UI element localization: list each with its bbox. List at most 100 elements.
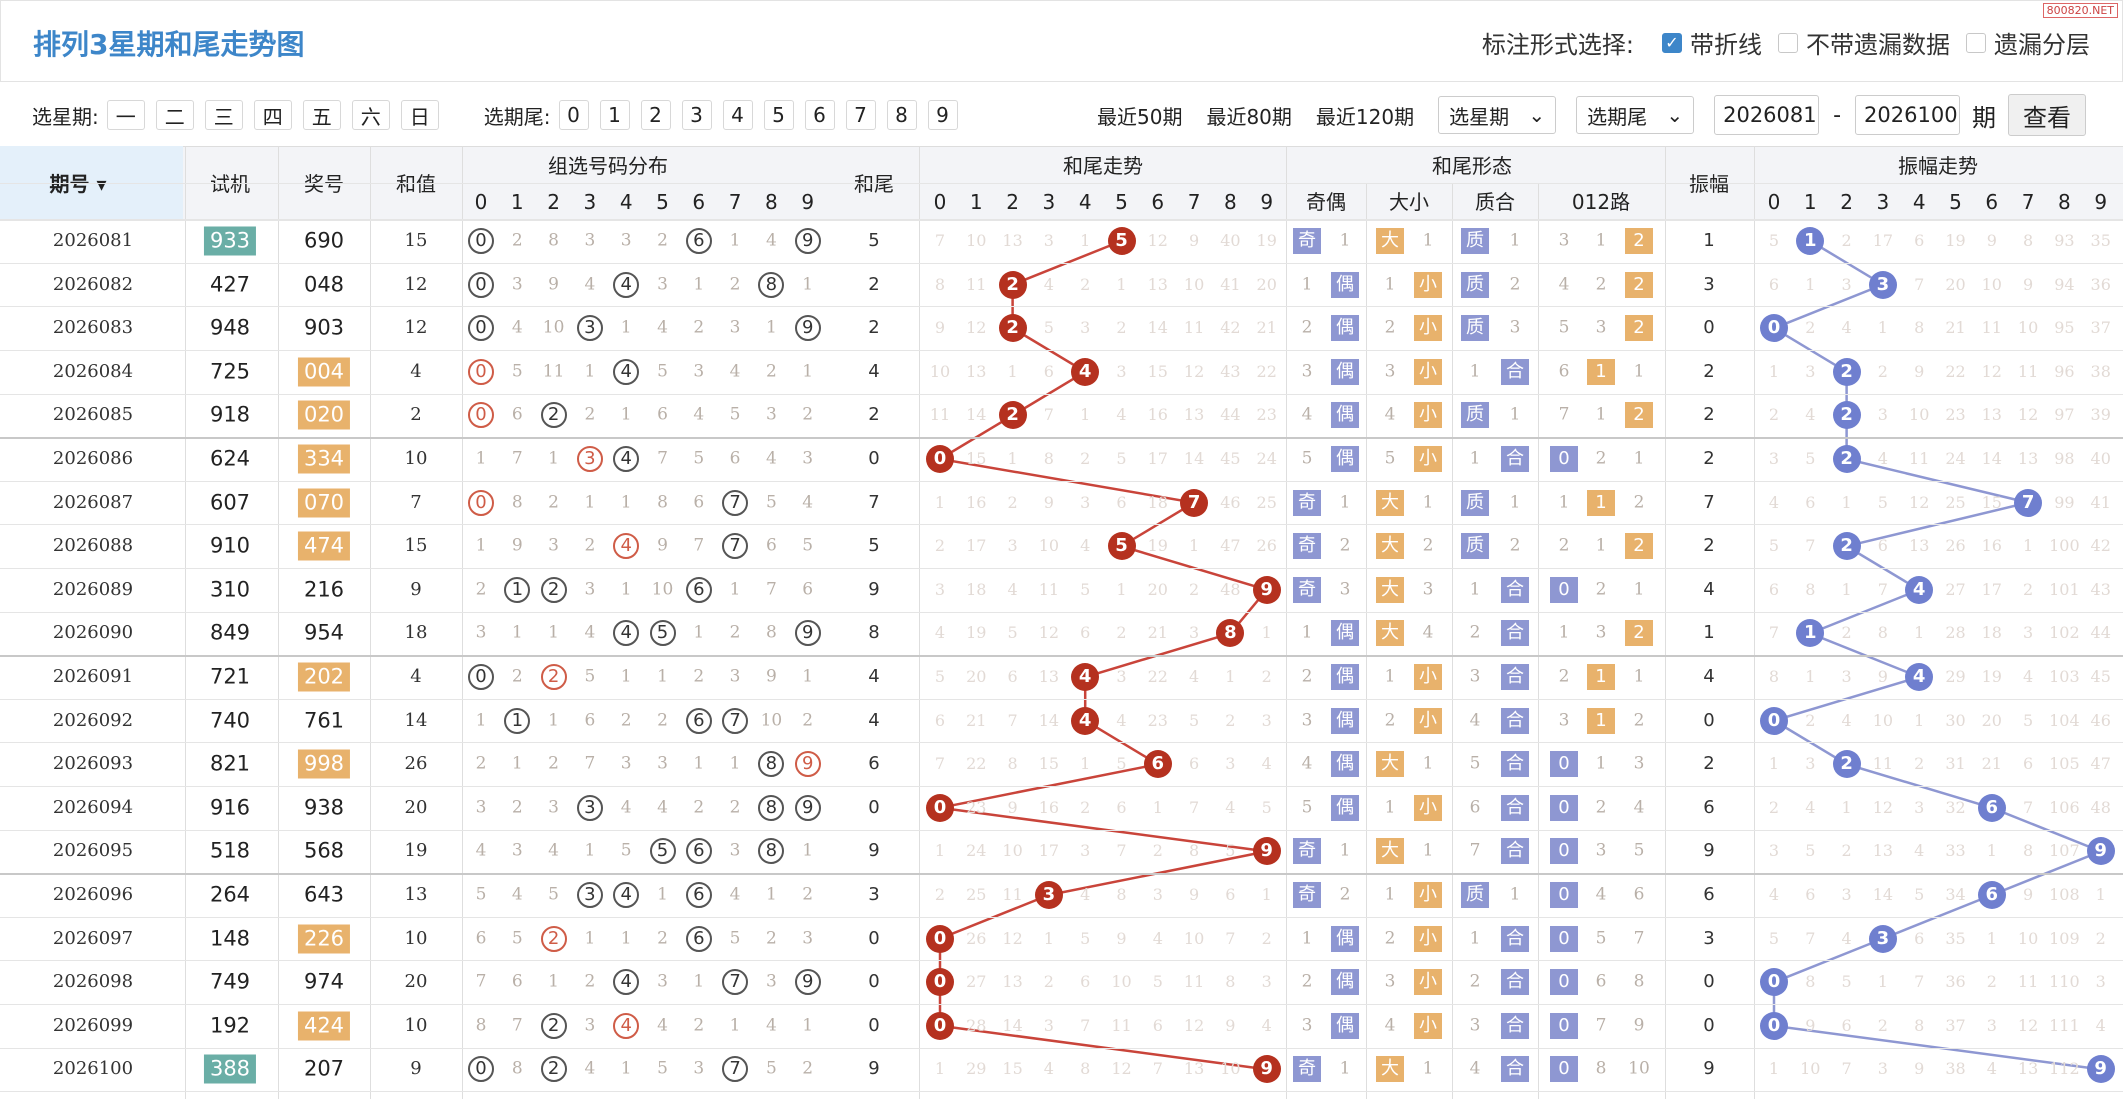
tail-button-2[interactable]: 2 xyxy=(640,100,671,130)
zf-ball: 6 xyxy=(1977,881,2006,909)
recent-80-link[interactable]: 最近80期 xyxy=(1206,104,1292,129)
trend-omit-cell: 14 xyxy=(1147,318,1168,338)
zf-omit-cell: 9 xyxy=(2023,885,2034,904)
trend-omit-cell: 10 xyxy=(1002,841,1023,861)
zf-omit-cell: 1 xyxy=(1841,579,1852,599)
trend-omit-cell: 6 xyxy=(1043,361,1054,381)
tail-button-9[interactable]: 9 xyxy=(927,100,958,130)
header-trend-digit: 4 xyxy=(1078,190,1092,214)
zf-omit-cell: 3 xyxy=(1768,449,1780,468)
week-button-2[interactable]: 三 xyxy=(204,100,243,130)
trend-omit-cell: 4 xyxy=(1007,579,1018,599)
dist-omit-cell: 1 xyxy=(802,361,814,382)
form-box-大: 大 xyxy=(1376,1056,1404,1083)
hz-cell: 19 xyxy=(404,840,428,862)
trend-omit-cell: 12 xyxy=(1183,1015,1205,1035)
zf-cell: 6 xyxy=(1703,884,1715,905)
trend-omit-cell: 12 xyxy=(1038,623,1060,643)
dist-omit-cell: 3 xyxy=(620,230,632,251)
hz-cell: 4 xyxy=(410,360,422,382)
form-box-合: 合 xyxy=(1501,925,1529,952)
week-select[interactable]: 选星期 ⌄ xyxy=(1438,96,1557,134)
zf-omit-cell: 15 xyxy=(1981,492,2002,512)
tail-select[interactable]: 选期尾 ⌄ xyxy=(1576,96,1695,134)
dist-hit-circle: 2 xyxy=(540,664,567,690)
hw-cell: 0 xyxy=(868,1014,880,1036)
tail-button-0[interactable]: 0 xyxy=(558,100,589,130)
zf-omit-cell: 1 xyxy=(1768,1059,1780,1079)
zf-omit-cell: 11 xyxy=(1981,318,2002,338)
opt-omit-layer[interactable]: 遗漏分层 xyxy=(1966,25,2090,60)
zf-omit-cell: 4 xyxy=(1841,318,1852,338)
opt-no-omit[interactable]: 不带遗漏数据 xyxy=(1778,25,1950,60)
period-cell: 2026084 xyxy=(52,360,134,382)
form-box-质: 质 xyxy=(1461,315,1489,342)
dist-omit-cell: 3 xyxy=(511,840,523,861)
trend-omit-cell: 17 xyxy=(1147,449,1168,468)
tail-button-4[interactable]: 4 xyxy=(722,100,753,130)
trend-omit-cell: 17 xyxy=(1038,841,1060,861)
zf-ball: 9 xyxy=(2086,1055,2115,1084)
dist-omit-cell: 3 xyxy=(693,1058,705,1079)
zf-cell: 9 xyxy=(1703,840,1715,862)
recent-50-link[interactable]: 最近50期 xyxy=(1097,104,1183,129)
zf-omit-cell: 13 xyxy=(2017,449,2039,468)
dist-omit-cell: 3 xyxy=(620,753,632,774)
hz-cell: 15 xyxy=(404,535,428,557)
hz-cell: 26 xyxy=(404,753,428,775)
dist-omit-cell: 3 xyxy=(765,404,777,425)
recent-120-link[interactable]: 最近120期 xyxy=(1315,104,1415,129)
tail-button-6[interactable]: 6 xyxy=(804,100,835,130)
dist-omit-cell: 5 xyxy=(657,361,668,382)
form-omit-cell: 1 xyxy=(1469,579,1481,600)
header-trend-digit: 9 xyxy=(1260,190,1274,214)
tail-button-7[interactable]: 7 xyxy=(845,100,876,130)
form-box-合: 合 xyxy=(1501,751,1529,778)
zf-ball: 6 xyxy=(1977,793,2006,822)
hw-cell: 5 xyxy=(868,230,880,251)
week-button-4[interactable]: 五 xyxy=(302,100,341,130)
checkbox-checked-icon[interactable]: ✓ xyxy=(1662,32,1682,53)
tail-button-1[interactable]: 1 xyxy=(599,100,630,130)
dist-omit-cell: 2 xyxy=(729,274,741,295)
hw-cell: 3 xyxy=(868,884,880,905)
dist-omit-cell: 5 xyxy=(475,884,487,905)
form-omit-cell: 9 xyxy=(1633,1015,1645,1036)
tail-button-3[interactable]: 3 xyxy=(681,100,712,130)
row-divider xyxy=(0,568,2123,569)
dist-omit-cell: 2 xyxy=(765,928,777,949)
form-box-小: 小 xyxy=(1414,664,1442,690)
zf-omit-cell: 9 xyxy=(1805,1015,1816,1035)
week-button-1[interactable]: 二 xyxy=(155,100,194,130)
trend-omit-cell: 20 xyxy=(1147,579,1168,599)
trend-omit-cell: 47 xyxy=(1220,536,1241,556)
opt-polyline[interactable]: ✓ 带折线 xyxy=(1662,25,1762,60)
zf-omit-cell: 4 xyxy=(1768,885,1780,904)
from-period-input[interactable]: 2026081 xyxy=(1714,95,1820,135)
week-button-6[interactable]: 日 xyxy=(400,100,439,130)
row-divider xyxy=(0,481,2123,482)
checkbox-icon[interactable] xyxy=(1778,32,1798,53)
tail-button-5[interactable]: 5 xyxy=(763,100,794,130)
week-button-5[interactable]: 六 xyxy=(351,100,390,130)
form-omit-cell: 3 xyxy=(1301,361,1313,382)
dist-omit-cell: 9 xyxy=(511,535,523,556)
form-omit-cell: 1 xyxy=(1558,622,1570,643)
tail-button-8[interactable]: 8 xyxy=(886,100,917,130)
opt-omit-layer-label: 遗漏分层 xyxy=(1994,31,2090,59)
query-button[interactable]: 查看 xyxy=(2008,94,2087,136)
dist-omit-cell: 7 xyxy=(657,448,668,469)
week-button-3[interactable]: 四 xyxy=(253,100,292,130)
dist-omit-cell: 2 xyxy=(802,1058,814,1079)
week-button-0[interactable]: 一 xyxy=(106,100,145,130)
column-divider xyxy=(1286,146,1287,1099)
zf-omit-cell: 4 xyxy=(1841,710,1852,730)
jh-cell: 424 xyxy=(297,1011,351,1041)
form-omit-cell: 2 xyxy=(1339,535,1351,556)
hw-cell: 2 xyxy=(868,404,880,426)
checkbox-icon[interactable] xyxy=(1966,32,1986,53)
zf-omit-cell: 13 xyxy=(2017,1059,2039,1079)
to-period-input[interactable]: 2026100 xyxy=(1855,95,1961,135)
zf-omit-cell: 6 xyxy=(1805,885,1816,904)
